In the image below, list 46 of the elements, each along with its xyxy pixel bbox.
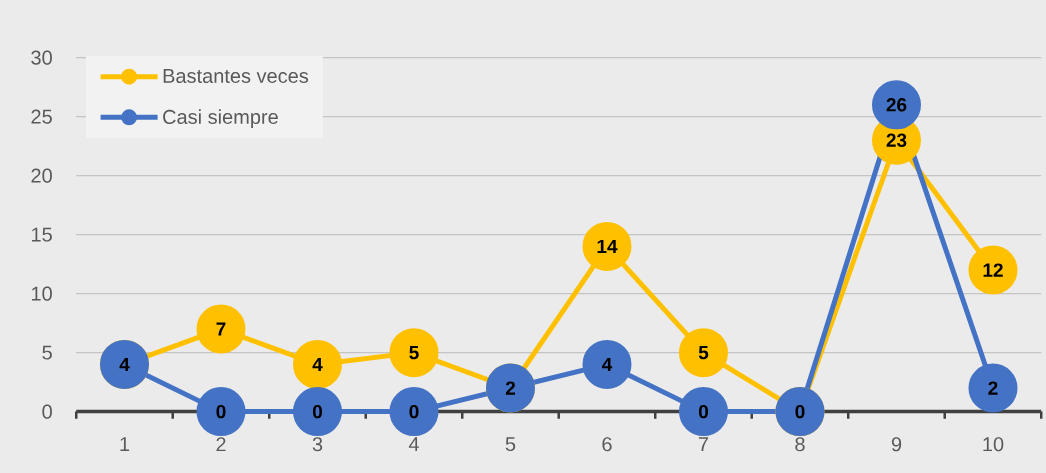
point (678, 387, 728, 437)
data-label: 0 (409, 404, 419, 419)
x-tick-label: 6 (602, 437, 612, 452)
x-tick-label: 5 (505, 437, 516, 452)
point (196, 304, 246, 354)
legend-label: Casi siempre (163, 109, 278, 128)
data-label: 7 (216, 322, 226, 336)
x-tick-label: 4 (408, 437, 419, 451)
y-tick-label: 25 (31, 109, 52, 124)
data-label: 26 (886, 98, 907, 112)
x-tick-label: 3 (312, 437, 323, 452)
point (292, 387, 342, 437)
data-label: 0 (698, 404, 708, 419)
y-tick-label: 10 (31, 286, 52, 301)
data-label: 4 (312, 357, 323, 371)
point (582, 339, 632, 389)
x-tick-label: 2 (216, 437, 226, 452)
x-tick-label: 10 (983, 437, 1004, 452)
legend-label: Bastantes veces (163, 69, 309, 84)
point (389, 328, 439, 378)
data-label: 23 (886, 133, 907, 147)
y-tick-label: 30 (31, 50, 52, 65)
point (968, 363, 1018, 413)
point (196, 387, 246, 437)
data-label: 12 (983, 263, 1003, 277)
data-label: 2 (505, 381, 516, 395)
y-tick-label: 0 (42, 404, 52, 419)
data-label: 4 (119, 357, 130, 371)
x-tick-label: 9 (891, 437, 902, 452)
y-tick-label: 5 (42, 345, 52, 360)
data-label: 5 (698, 346, 709, 360)
point (389, 387, 439, 437)
y-tick-label: 20 (31, 168, 52, 183)
data-label: 5 (409, 346, 419, 360)
x-tick-label: 7 (698, 437, 709, 451)
data-label: 0 (312, 404, 322, 419)
data-label: 2 (988, 381, 998, 395)
y-tick-label: 15 (31, 227, 52, 242)
data-label: 0 (795, 404, 805, 419)
data-label: 0 (216, 404, 226, 419)
x-tick-label: 1 (120, 437, 130, 451)
point (678, 328, 728, 378)
point (292, 339, 342, 389)
x-tick-label: 8 (795, 437, 805, 452)
data-label: 14 (597, 239, 618, 253)
data-label: 4 (601, 357, 613, 371)
